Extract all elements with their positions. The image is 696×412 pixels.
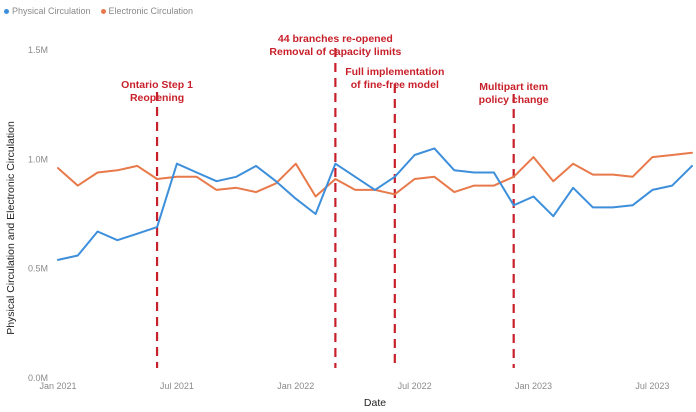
- y-tick-label: 0.5M: [28, 264, 48, 274]
- x-tick-label: Jul 2023: [635, 381, 669, 391]
- x-tick-label: Jul 2022: [398, 381, 432, 391]
- legend-entry-physical[interactable]: Physical Circulation: [4, 6, 91, 16]
- annotation-label: 44 branches re-opened: [278, 33, 393, 45]
- annotation-label: policy change: [479, 94, 549, 106]
- annotation-label: Full implementation: [345, 66, 444, 78]
- x-tick-label: Jan 2021: [39, 381, 76, 391]
- y-tick-label: 0.0M: [28, 373, 48, 383]
- legend-marker-physical: [4, 8, 9, 14]
- series: [57, 147, 693, 261]
- x-tick-label: Jul 2021: [160, 381, 194, 391]
- legend-label-electronic: Electronic Circulation: [108, 6, 194, 16]
- x-axis: Jan 2021 Jul 2021 Jan 2022 Jul 2022 Jan 2023…: [39, 381, 669, 391]
- x-axis-title: Date: [364, 397, 386, 409]
- chart-legend: Physical Circulation Electronic Circulat…: [4, 6, 193, 16]
- y-tick-label: 1.0M: [28, 154, 48, 164]
- annotation-label: Ontario Step 1: [121, 79, 193, 91]
- y-axis-title: Physical Circulation and Electronic Circ…: [5, 121, 17, 335]
- series-line-physical: [57, 147, 693, 261]
- y-tick-label: 1.5M: [28, 45, 48, 55]
- legend-label-physical: Physical Circulation: [12, 6, 91, 16]
- legend-marker-electronic: [100, 8, 106, 14]
- annotation-label: Reopening: [130, 92, 184, 104]
- annotation-label: of fine-free model: [351, 79, 439, 91]
- legend-entry-electronic[interactable]: Electronic Circulation: [100, 6, 194, 16]
- annotation-label: Removal of capacity limits: [269, 46, 401, 58]
- x-tick-label: Jan 2023: [515, 381, 552, 391]
- y-axis: 0.0M 0.5M 1.0M 1.5M: [28, 45, 48, 383]
- annotation-label: Multipart item: [479, 81, 548, 93]
- x-tick-label: Jan 2022: [277, 381, 314, 391]
